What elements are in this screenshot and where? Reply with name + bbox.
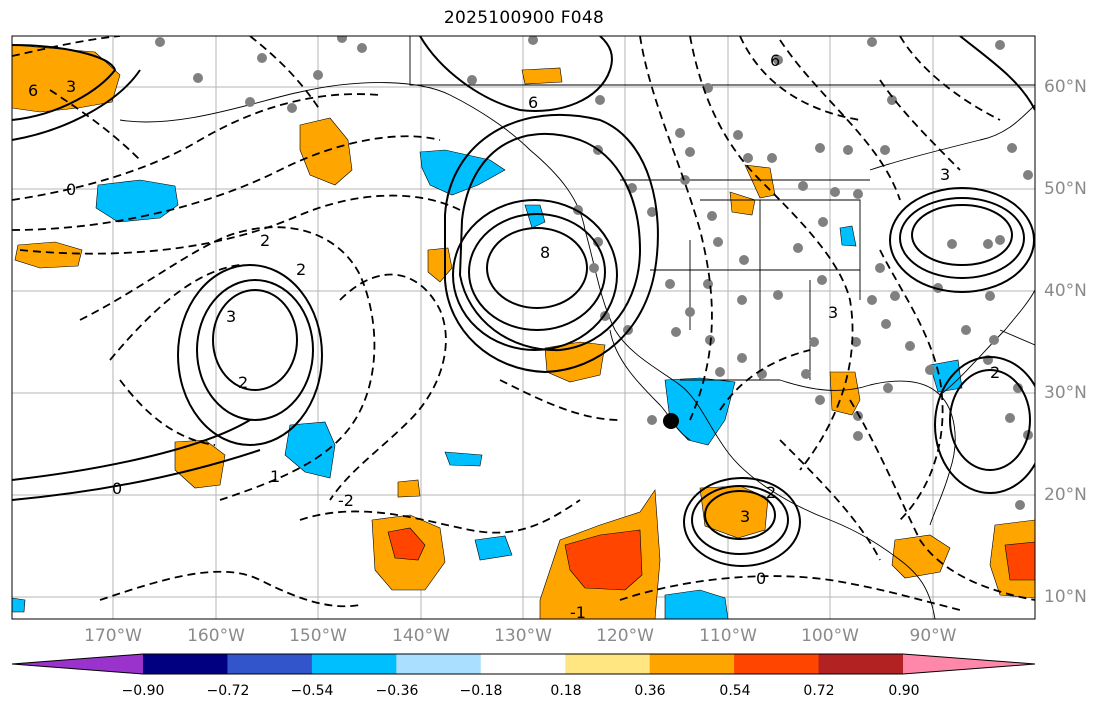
colorbar-extend-max — [903, 654, 1035, 674]
contour-label-zero-b: 0 — [112, 479, 122, 498]
lon-label-100w: 100°W — [801, 626, 859, 646]
colorbar-cell — [818, 654, 904, 674]
colorbar-tick: −0.72 — [206, 683, 250, 699]
contour-label-neg2-c: -2 — [338, 491, 354, 510]
colorbar-tick: −0.90 — [121, 683, 165, 699]
lon-label-90w: 90°W — [909, 626, 957, 646]
map-title: 2025100900 F048 — [443, 8, 605, 28]
lat-label-30n: 30°N — [1044, 383, 1087, 403]
contour-label-mexico-ring: 2 — [766, 483, 776, 502]
anomaly-fills — [12, 44, 1035, 619]
contour-label-mexico-low: 3 — [740, 507, 750, 526]
lon-label-120w: 120°W — [596, 626, 654, 646]
lon-label-160w: 160°W — [187, 626, 245, 646]
lon-label-130w: 130°W — [494, 626, 552, 646]
colorbar-tick: −0.18 — [459, 683, 503, 699]
lat-label-40n: 40°N — [1044, 281, 1087, 301]
colorbar-cell — [143, 654, 228, 674]
colorbar-cell — [480, 654, 566, 674]
colorbar-tick: 0.36 — [634, 683, 666, 699]
negative-contours — [12, 36, 1035, 611]
contour-label-neg6: 6 — [770, 51, 780, 70]
contour-label-pacific-ring: 2 — [238, 373, 248, 392]
contour-label-zero-c: 0 — [756, 569, 766, 588]
colorbar-tick: −0.36 — [375, 683, 419, 699]
colorbar — [11, 653, 1036, 675]
colorbar-cell — [565, 654, 651, 674]
colorbar-cell — [649, 654, 735, 674]
colorbar-cell — [227, 654, 313, 674]
colorbar-cell — [396, 654, 482, 674]
storm-center-marker — [663, 413, 679, 429]
colorbar-cell — [734, 654, 820, 674]
lon-label-110w: 110°W — [699, 626, 757, 646]
contour-label-zero-a: 0 — [66, 180, 76, 199]
colorbar-extend-min — [12, 654, 143, 674]
contour-labels: 8 6 3 2 3 2 3 2 0 0 0 -1 1 2 2 -2 3 6 3 … — [28, 51, 1000, 622]
contour-label-neg1-b: 1 — [270, 467, 280, 486]
contour-label-east-high: 3 — [940, 165, 950, 184]
contour-label-west-b: 6 — [28, 81, 38, 100]
colorbar-tick: 0.54 — [719, 683, 751, 699]
contour-label-neg1-a: -1 — [570, 603, 586, 622]
lat-label-60n: 60°N — [1044, 77, 1087, 97]
contour-label-west-a: 3 — [66, 77, 76, 96]
positive-contours — [12, 36, 1035, 567]
colorbar-outline — [11, 653, 1036, 675]
colorbar-cell — [311, 654, 397, 674]
contour-label-neg2-a: 2 — [260, 231, 270, 250]
contour-label-se-ring: 2 — [990, 363, 1000, 382]
lat-label-10n: 10°N — [1044, 587, 1087, 607]
contour-label-neg2-b: 2 — [296, 260, 306, 279]
lon-label-170w: 170°W — [84, 626, 142, 646]
station-markers — [155, 36, 1033, 510]
contour-label-neg3: 3 — [828, 303, 838, 322]
colorbar-tick: 0.90 — [888, 683, 920, 699]
lat-label-50n: 50°N — [1044, 179, 1087, 199]
lon-label-140w: 140°W — [392, 626, 450, 646]
colorbar-tick: 0.18 — [550, 683, 582, 699]
map-frame — [11, 35, 1036, 620]
colorbar-tick: −0.54 — [290, 683, 334, 699]
lat-label-20n: 20°N — [1044, 485, 1087, 505]
contour-label-pacific-high: 3 — [226, 307, 236, 326]
lon-label-150w: 150°W — [289, 626, 347, 646]
colorbar-tick: 0.72 — [803, 683, 835, 699]
contour-label-high-center: 8 — [540, 243, 550, 262]
contour-label-gulf-alaska: 6 — [528, 93, 538, 112]
